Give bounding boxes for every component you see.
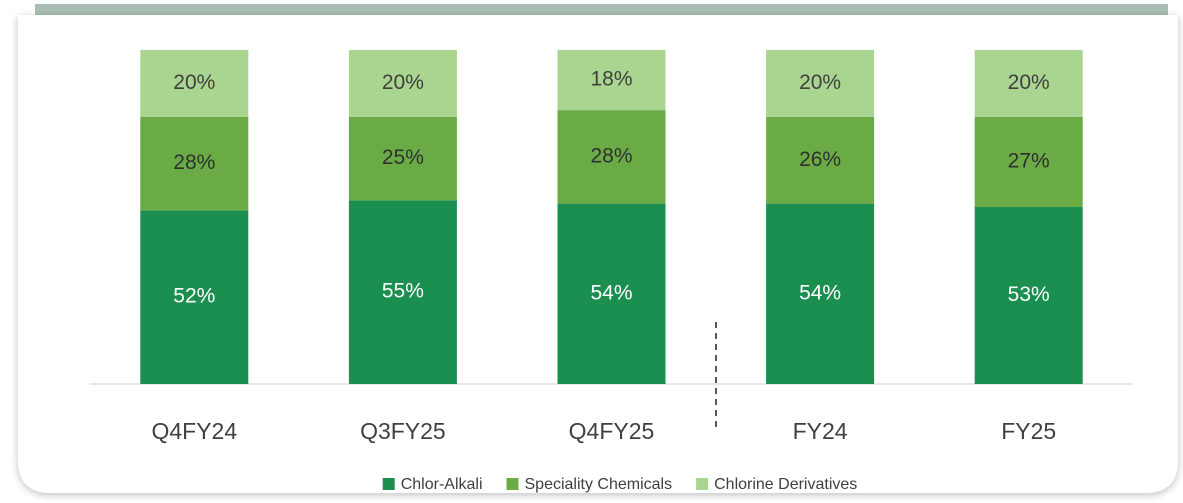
x-tick-label: Q3FY25 (360, 418, 446, 444)
value-label: 54% (799, 281, 841, 304)
value-label: 54% (590, 281, 632, 304)
value-label: 20% (382, 71, 424, 94)
header-band (35, 4, 1168, 15)
x-tick-label: FY24 (793, 418, 848, 444)
bar-segment (140, 116, 249, 211)
value-label: 20% (1008, 71, 1050, 94)
x-tick-label: FY25 (1001, 418, 1056, 444)
value-label: 18% (590, 68, 632, 91)
value-label: 20% (173, 71, 215, 94)
bar-segment (140, 210, 249, 384)
value-label: 53% (1008, 283, 1050, 306)
bar-segment (557, 50, 666, 111)
value-label: 27% (1008, 149, 1050, 172)
legend-swatch (696, 478, 709, 490)
bar-segment (766, 116, 875, 204)
bar-segment (348, 200, 457, 384)
bar-segment (557, 203, 666, 384)
bar-segment (348, 50, 457, 117)
legend-swatch (382, 478, 395, 490)
bar-segment (974, 206, 1083, 384)
bar-segment (557, 110, 666, 204)
value-label: 52% (173, 285, 215, 308)
value-label: 25% (382, 146, 424, 169)
legend-label: Chlorine Derivatives (714, 476, 857, 493)
bar-segment (348, 116, 457, 201)
x-tick-label: Q4FY24 (151, 418, 237, 444)
x-tick-label: Q4FY25 (569, 418, 655, 444)
value-label: 26% (799, 148, 841, 171)
value-label: 55% (382, 280, 424, 303)
value-label: 28% (173, 151, 215, 174)
bar-segment (766, 203, 875, 384)
bar-segment (140, 50, 249, 117)
value-label: 28% (590, 144, 632, 167)
bar-segment (974, 50, 1083, 117)
legend-label: Chlor-Alkali (401, 476, 483, 493)
value-label: 20% (799, 71, 841, 94)
bar-segment (974, 116, 1083, 207)
bar-segment (766, 50, 875, 117)
legend-label: Speciality Chemicals (525, 476, 673, 493)
legend-swatch (506, 478, 519, 490)
